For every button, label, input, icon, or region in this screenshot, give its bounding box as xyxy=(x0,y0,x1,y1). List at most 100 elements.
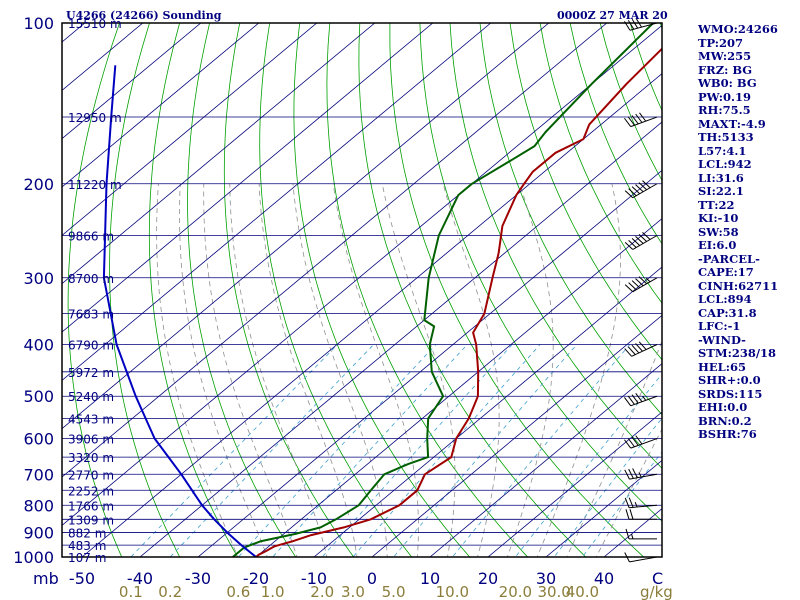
isotherm xyxy=(62,24,662,526)
index-entry: MAXT:-4.9 xyxy=(698,116,766,131)
moist-adiabat xyxy=(229,183,328,557)
index-entry: WMO:24266 xyxy=(698,22,778,36)
wind-barb xyxy=(625,509,657,520)
index-entry: EI:6.0 xyxy=(698,238,737,252)
wind-barb xyxy=(624,112,658,128)
background-grid xyxy=(62,23,662,557)
pressure-tick-label: 200 xyxy=(23,175,54,194)
wind-barb xyxy=(624,180,658,199)
moist-adiabat xyxy=(292,183,388,557)
pressure-tick-labels: 100 200 300 400 500 600 700 800 900 1000 xyxy=(13,14,54,567)
plot-frame xyxy=(61,22,663,558)
wind-barb xyxy=(624,341,658,357)
mixing-ratio-unit-label: g/kg xyxy=(640,583,673,600)
height-label: 5972 m xyxy=(68,366,114,380)
height-label: 882 m xyxy=(68,527,106,541)
dry-adiabat xyxy=(259,23,413,557)
index-entry: SRDS:115 xyxy=(698,386,763,401)
index-entry: BRN:0.2 xyxy=(698,413,752,428)
dry-adiabat xyxy=(148,23,239,557)
pressure-tick-label: 500 xyxy=(23,387,54,406)
wind-barb xyxy=(624,276,658,293)
index-entry: L57:4.1 xyxy=(698,143,747,158)
isotherm xyxy=(197,169,662,557)
pressure-unit-label: mb xyxy=(33,569,59,588)
isotherm xyxy=(139,121,662,557)
wind-barb xyxy=(624,393,658,407)
index-entry: -WIND- xyxy=(698,332,746,347)
index-entry: HEL:65 xyxy=(698,359,746,374)
mixing-ratio-line xyxy=(130,344,338,557)
temperature-tick-label: 0 xyxy=(367,569,377,588)
mixing-ratio-label: 0.2 xyxy=(158,583,182,600)
temperature-tick-label: -50 xyxy=(69,569,95,588)
isotherm xyxy=(255,218,662,557)
isotherm xyxy=(545,459,662,557)
dry-adiabat xyxy=(509,23,662,361)
moist-adiabat xyxy=(442,183,500,557)
isotherm xyxy=(62,23,260,188)
moist-adiabat xyxy=(258,183,358,557)
temperature-tick-label: 20 xyxy=(478,569,498,588)
mixing-ratio-labels: 0.1 0.2 0.6 1.0 2.0 3.0 5.0 10.0 20.0 30.040.0 xyxy=(119,583,599,600)
height-label: 1309 m xyxy=(68,513,114,527)
index-entry: FRZ: BG xyxy=(698,62,753,77)
mixing-ratio-label: 20.0 xyxy=(499,583,532,600)
sounding-traces xyxy=(102,23,662,557)
dry-adiabat xyxy=(187,23,297,557)
index-entry: KI:-10 xyxy=(698,211,739,225)
moist-adiabat xyxy=(203,183,298,557)
mixing-ratio-label: 10.0 xyxy=(436,583,469,600)
dry-adiabat xyxy=(109,23,181,557)
height-label: 107 m xyxy=(68,551,106,565)
isotherm xyxy=(429,363,662,557)
station-title: U4266 (24266) Sounding xyxy=(66,9,222,22)
mixing-ratio-label: 3.0 xyxy=(341,583,365,600)
dry-adiabat xyxy=(539,23,662,304)
dry-adiabat xyxy=(419,23,662,522)
mixing-ratio-line xyxy=(581,451,662,557)
mixing-ratio-line xyxy=(393,344,578,557)
index-entry: TP:207 xyxy=(698,35,744,50)
index-entry: CAPE:17 xyxy=(698,265,754,279)
isotherm xyxy=(62,23,434,333)
index-entry: CAP:31.8 xyxy=(698,305,757,320)
mixing-ratio-line xyxy=(237,344,437,557)
moist-adiabat xyxy=(536,183,621,557)
index-entry: SW:58 xyxy=(698,224,739,239)
index-entry: CINH:62711 xyxy=(698,278,779,293)
index-entry: TH:5133 xyxy=(698,130,754,144)
mixing-ratio-label: 0.1 xyxy=(119,583,143,600)
height-label: 483 m xyxy=(68,539,106,553)
index-entry: STM:238/18 xyxy=(698,346,777,360)
wind-barb xyxy=(624,231,658,250)
dry-adiabat xyxy=(293,23,471,557)
isotherm xyxy=(313,266,662,557)
dry-adiabat xyxy=(67,23,123,557)
height-label: 6790 m xyxy=(68,339,114,353)
index-entry: SHR+:0.0 xyxy=(698,373,761,387)
index-entry: RH:75.5 xyxy=(698,103,751,117)
pressure-tick-label: 400 xyxy=(23,336,54,355)
index-entry: LCL:942 xyxy=(698,157,752,171)
isotherm xyxy=(487,411,662,557)
temperature-tick-label: 30 xyxy=(536,569,556,588)
temperature-tick-label: -10 xyxy=(301,569,327,588)
mixing-ratio-line xyxy=(352,344,541,557)
isotherm xyxy=(62,23,550,430)
sounding-time: 0000Z 27 MAR 20 xyxy=(557,9,668,22)
index-entry: BSHR:76 xyxy=(698,427,757,441)
height-label: 15510 m xyxy=(68,17,122,31)
height-label: 11220 m xyxy=(68,178,122,192)
mixing-ratio-label: 5.0 xyxy=(382,583,406,600)
wind-barb xyxy=(624,497,658,509)
pressure-tick-label: 800 xyxy=(23,496,54,515)
isotherm xyxy=(62,23,608,478)
pressure-tick-label: 100 xyxy=(23,14,54,33)
index-entry: LFC:-1 xyxy=(698,319,741,333)
mixing-ratio-line xyxy=(321,344,513,557)
mixing-ratio-line xyxy=(169,344,374,557)
wind-barb xyxy=(624,468,658,480)
moist-adiabat xyxy=(332,183,419,557)
